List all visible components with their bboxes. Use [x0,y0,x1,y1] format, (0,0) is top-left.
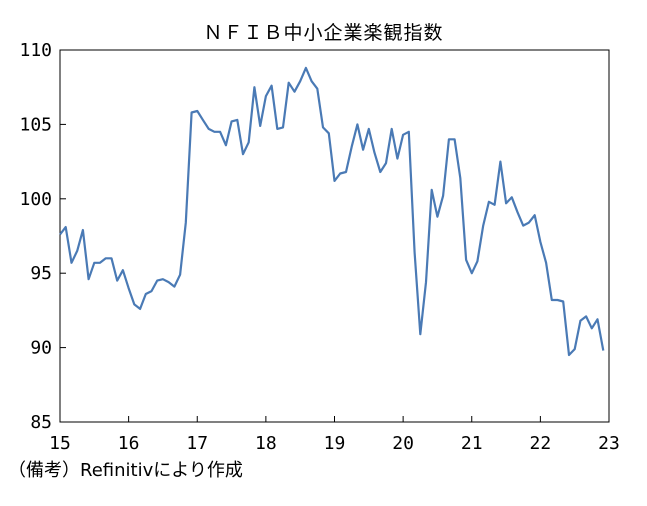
y-tick-label: 90 [30,338,52,359]
plot-border [59,49,610,423]
source-note: （備考）Refinitivにより作成 [8,460,243,481]
y-tick-label: 85 [30,412,52,433]
axes [59,49,610,423]
x-tick-label: 17 [186,433,208,454]
x-tick-label: 21 [461,433,483,454]
x-tick-label: 16 [118,433,140,454]
x-tick-label: 23 [598,433,620,454]
x-tick-label: 15 [49,433,71,454]
y-tick-label: 100 [19,189,52,210]
chart-title: ＮＦＩＢ中小企業楽観指数 [203,22,444,44]
x-tick-label: 20 [392,433,414,454]
series-line [59,66,605,357]
y-tick-label: 110 [19,40,52,61]
x-tick-label: 22 [530,433,552,454]
x-tick-label: 18 [255,433,277,454]
y-tick-label: 105 [19,114,52,135]
y-tick-labels: 85 90 95 100 105 110 [19,40,52,433]
x-tick-label: 19 [324,433,346,454]
x-tick-labels: 15 16 17 18 19 20 21 22 23 [49,433,620,454]
y-tick-label: 95 [30,263,52,284]
